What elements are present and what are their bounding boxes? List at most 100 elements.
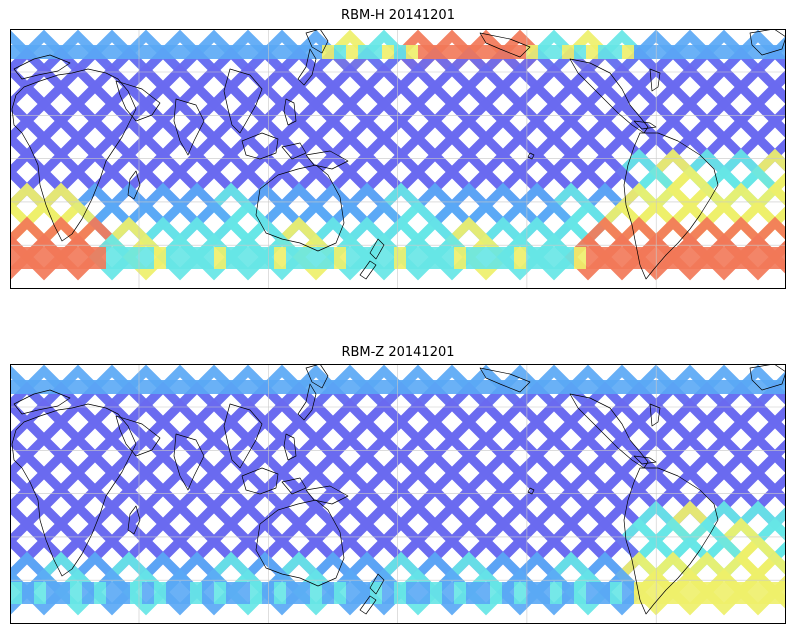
coverage-cell [610, 380, 622, 394]
coverage-cell [286, 247, 298, 269]
coverage-cell [706, 380, 718, 394]
coverage-cell [622, 45, 634, 59]
coverage-cell [538, 247, 550, 269]
coverage-cell [754, 247, 766, 269]
coverage-cell [322, 380, 334, 394]
coastline [223, 68, 263, 134]
coverage-cell [742, 380, 754, 394]
coverage-cell [562, 582, 574, 604]
coverage-cell [502, 247, 514, 269]
coverage-cell [694, 582, 706, 604]
coastline [305, 485, 349, 505]
coverage-cell [706, 582, 718, 604]
coverage-cell [310, 45, 322, 59]
coverage-cell [454, 45, 466, 59]
coverage-cell [46, 380, 58, 394]
coverage-cell [526, 247, 538, 269]
coastline [359, 260, 377, 280]
coverage-cell [550, 380, 562, 394]
coverage-cell [550, 247, 562, 269]
coverage-cell [70, 582, 82, 604]
coverage-cell [214, 380, 226, 394]
coverage-cell [142, 380, 154, 394]
coverage-cell [238, 582, 250, 604]
coverage-cell [574, 380, 586, 394]
coverage-band-top [10, 45, 786, 59]
coastline [11, 403, 137, 577]
coverage-cell [250, 247, 262, 269]
swath-track [768, 472, 786, 508]
coverage-cell [358, 247, 370, 269]
coverage-cell [190, 247, 202, 269]
coverage-cell [346, 582, 358, 604]
coastline [623, 132, 719, 280]
swath-track [10, 534, 34, 582]
coverage-cell [94, 380, 106, 394]
coverage-cell [58, 582, 70, 604]
coverage-cell [202, 247, 214, 269]
coastline [649, 68, 661, 92]
swath-track [10, 466, 34, 514]
coverage-cell [334, 380, 346, 394]
coverage-cell [730, 582, 742, 604]
coastline [569, 393, 649, 469]
coverage-cell [166, 45, 178, 59]
coverage-cell [634, 45, 646, 59]
coastline [283, 98, 297, 126]
coverage-cell [130, 582, 142, 604]
coverage-cell [778, 582, 786, 604]
coverage-cell [682, 582, 694, 604]
swath-track [768, 540, 786, 576]
coverage-cell [718, 247, 730, 269]
coverage-cell [190, 380, 202, 394]
coverage-cell [178, 380, 190, 394]
coverage-cell [730, 45, 742, 59]
coverage-cell [406, 380, 418, 394]
coverage-cell [430, 247, 442, 269]
coastline [527, 152, 535, 160]
coverage-cell [310, 247, 322, 269]
coverage-cell [430, 582, 442, 604]
coverage-cell [310, 582, 322, 604]
coverage-cell [682, 45, 694, 59]
coverage-cell [310, 380, 322, 394]
coverage-cell [358, 380, 370, 394]
coverage-cell [118, 45, 130, 59]
coastlines [11, 29, 786, 280]
coverage-cell [586, 582, 598, 604]
swath-track [10, 131, 34, 179]
coverage-cell [10, 380, 22, 394]
coverage-cell [214, 582, 226, 604]
coverage-cell [94, 582, 106, 604]
coverage-cell [646, 380, 658, 394]
coverage-cell [694, 247, 706, 269]
coverage-cell [190, 45, 202, 59]
coverage-cell [154, 45, 166, 59]
coverage-cell [118, 582, 130, 604]
coverage-cell [142, 45, 154, 59]
coverage-cell [118, 380, 130, 394]
coverage-cell [106, 582, 118, 604]
coverage-cell [610, 45, 622, 59]
coverage-cell [346, 380, 358, 394]
coverage-cell [58, 247, 70, 269]
coverage-cell [514, 582, 526, 604]
coverage-cell [58, 380, 70, 394]
coverage-cell [742, 247, 754, 269]
coverage-cell [46, 247, 58, 269]
coverage-cell [22, 582, 34, 604]
coverage-cell [454, 582, 466, 604]
map-canvas-rbm-z [10, 364, 786, 624]
coverage-cell [82, 247, 94, 269]
coverage-cell [514, 247, 526, 269]
coverage-cell [82, 380, 94, 394]
coverage-cell [526, 380, 538, 394]
coverage-cell [586, 380, 598, 394]
coverage-cell [778, 45, 786, 59]
coverage-cell [730, 380, 742, 394]
coverage-cell [478, 380, 490, 394]
coverage-cell [46, 45, 58, 59]
coverage-cell [634, 582, 646, 604]
coverage-cell [418, 380, 430, 394]
coverage-cell [238, 45, 250, 59]
